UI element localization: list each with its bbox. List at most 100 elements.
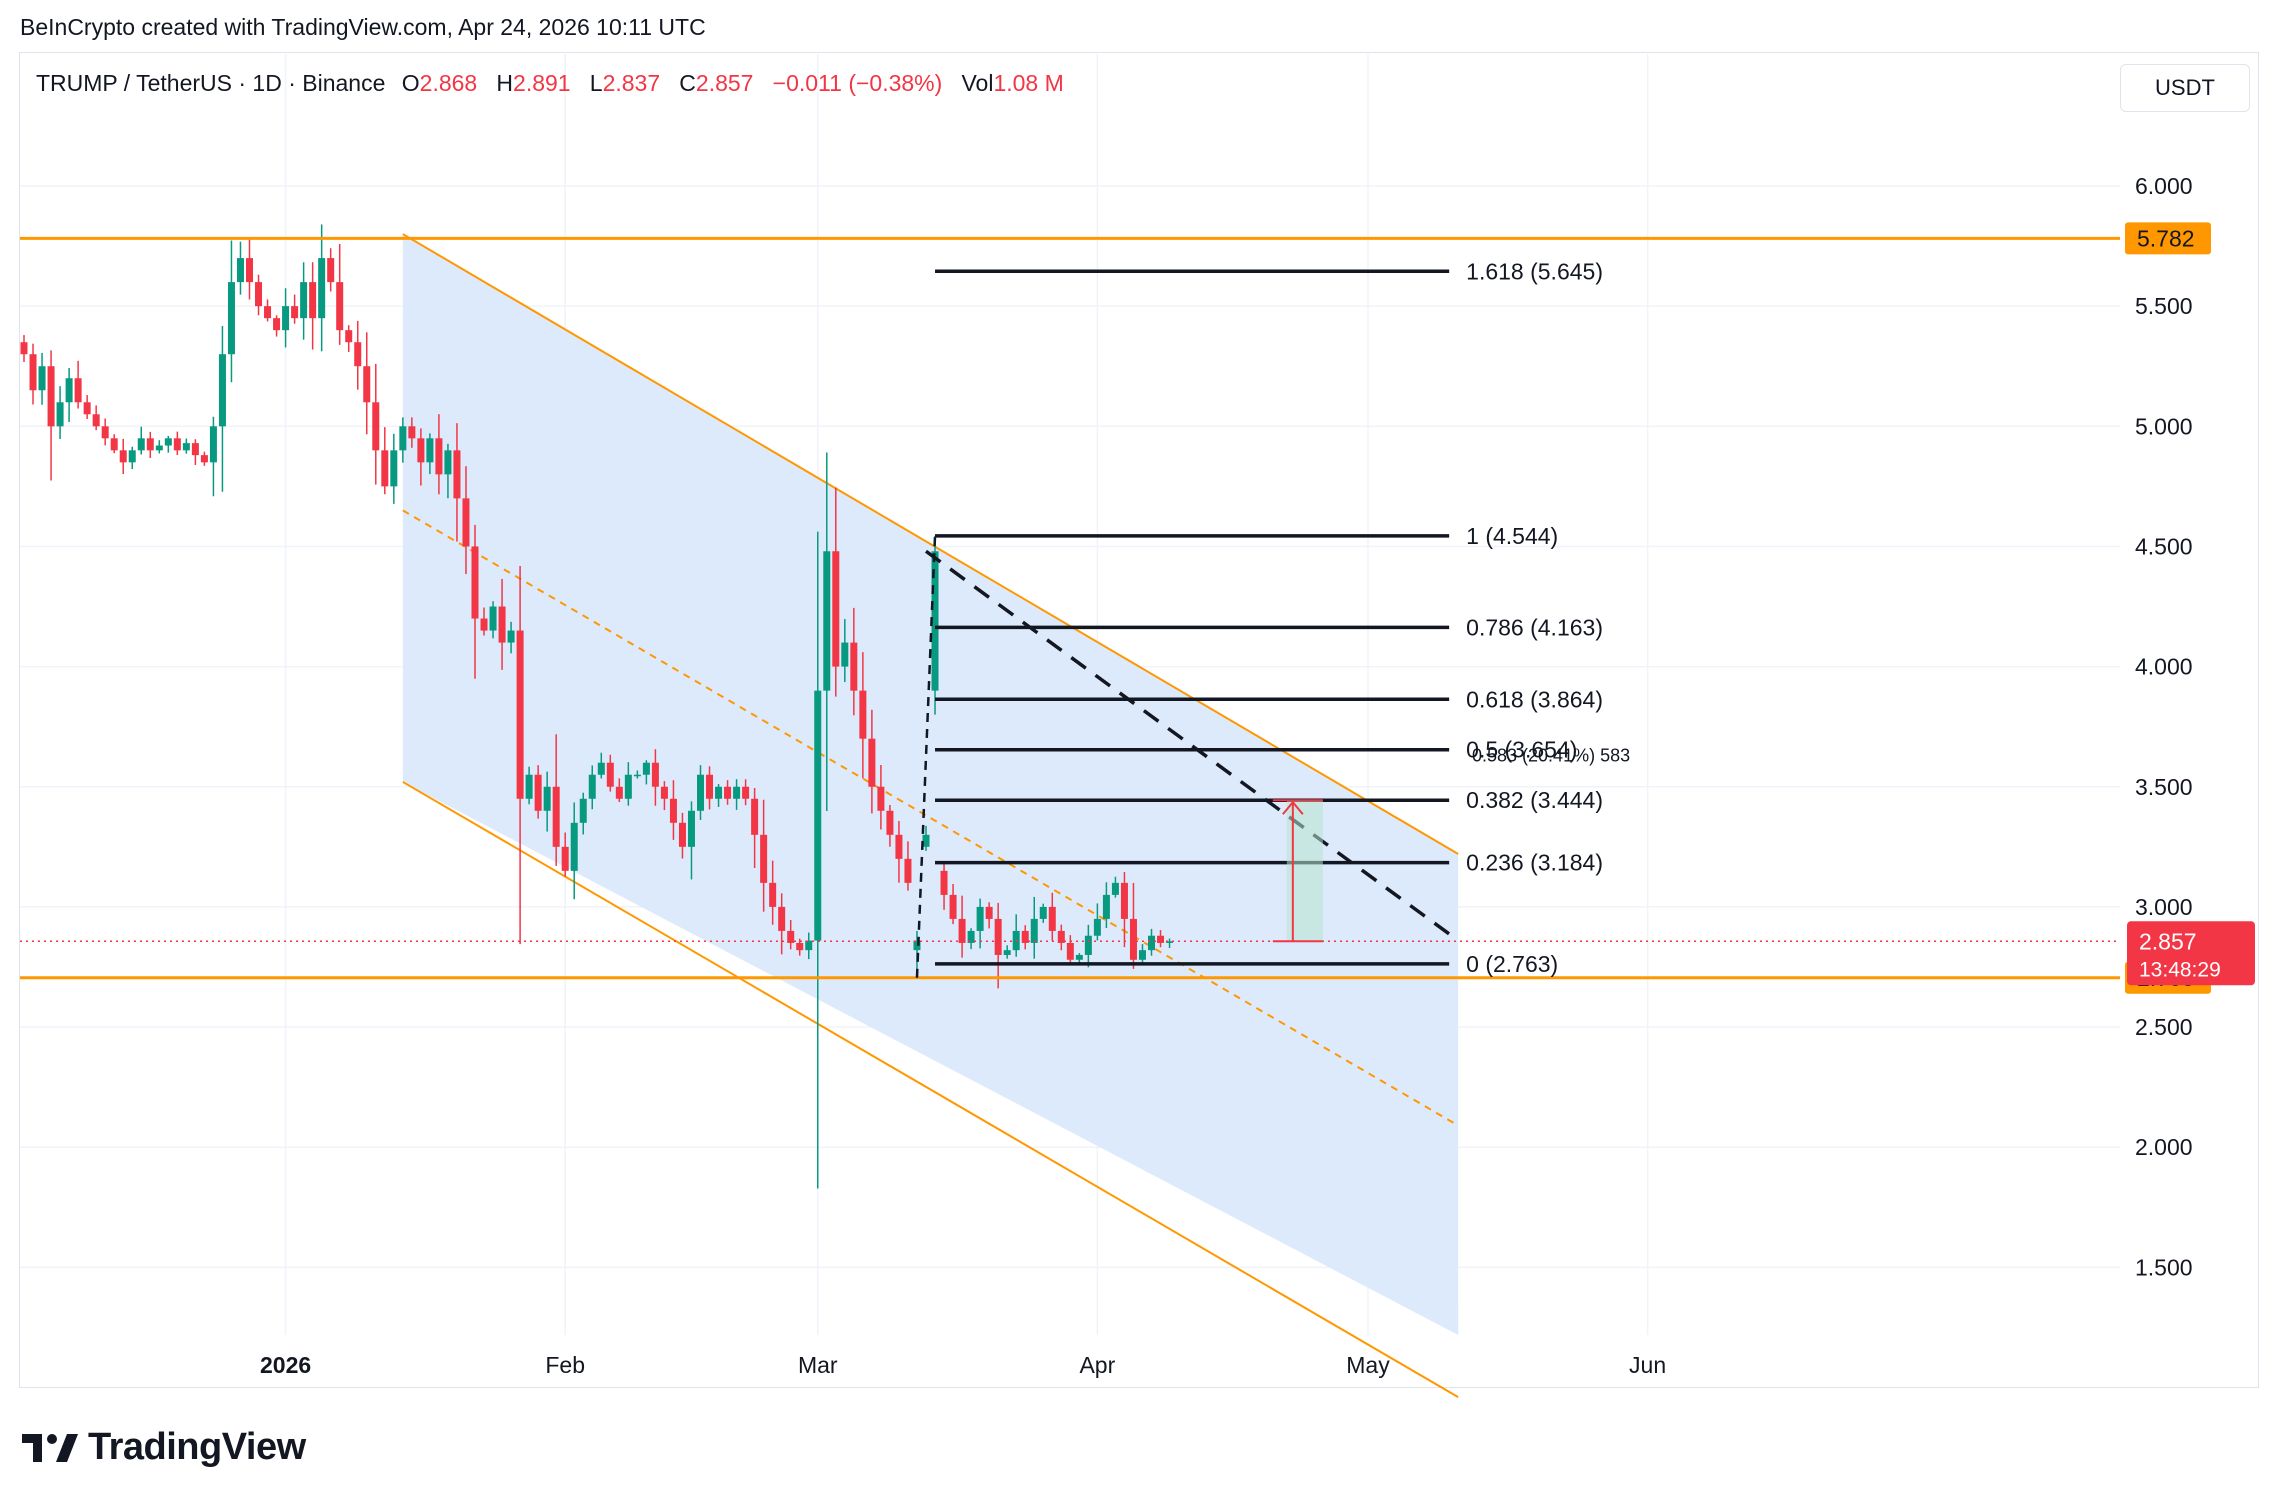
candle-body [498,606,506,643]
candle-body [282,306,290,331]
candle-body [940,870,948,895]
candle-body [931,551,939,691]
candle-body [480,618,488,631]
currency-button[interactable]: USDT [2120,64,2250,112]
candle-body [38,366,46,391]
high-value: 2.891 [513,70,571,96]
candle-body [552,786,560,847]
candle-body [65,378,73,403]
candle-body [182,443,190,451]
candle-body [787,930,795,943]
close-value: 2.857 [695,70,754,96]
resistance-price-tag [2125,222,2211,255]
brand-name: TradingView [88,1426,306,1468]
close-label: C [679,70,696,96]
candle-body [1057,930,1065,943]
candle-body [543,786,551,811]
candle-body [246,258,253,283]
candle-body [525,774,533,799]
candle-body [200,455,208,463]
chart-caption: BeInCrypto created with TradingView.com,… [20,14,706,40]
candle-body [471,546,479,619]
channel-lower-line [402,781,1459,1398]
candle-body [868,738,876,787]
candle-body [697,774,704,811]
candle-body [146,438,154,451]
symbol-label[interactable]: TRUMP / TetherUS · 1D · Binance [36,70,386,96]
candle-body [606,762,614,787]
candle-body [1030,918,1038,943]
candle-body [534,774,542,811]
candle-body [904,858,912,883]
candle-body [137,438,145,451]
open-value: 2.868 [419,70,478,96]
fib-level-label: 0.236 (3.184) [1466,850,1603,876]
measure-arrow-head [1282,800,1304,815]
candle-body [958,918,966,943]
candle-body [20,342,28,355]
candle-body [886,810,894,835]
candle-body [796,942,804,951]
candle-body [913,940,921,951]
y-tick-label: 5.500 [2135,293,2193,319]
countdown-value: 13:48:29 [2139,958,2221,981]
candle-body [597,762,605,775]
candle-body [227,282,235,355]
candle-body [669,798,677,823]
candle-body [354,342,362,367]
candle-body [218,354,226,427]
x-tick-label: 2026 [260,1352,311,1378]
candle-body [967,930,975,943]
candle-body [850,642,858,691]
candle-body [1039,906,1047,919]
candle-body [687,810,695,847]
candle-body [769,882,777,907]
candle-body [110,438,118,451]
candle-body [1120,882,1128,919]
candle-body [778,906,786,931]
y-tick-label: 2.500 [2135,1014,2193,1040]
candle-body [1093,918,1101,936]
candle-body [372,402,380,451]
candle-body [92,414,100,427]
fib-level-label: 0 (2.763) [1466,951,1558,977]
candle-body [56,402,64,427]
resistance-price-label: 5.782 [2137,225,2195,251]
channel-fill [402,234,1459,1335]
y-tick-label: 4.500 [2135,533,2193,559]
x-tick-label: Mar [798,1352,838,1378]
x-tick-label: Jun [1629,1352,1666,1378]
candle-body [408,426,416,439]
y-tick-label: 2.000 [2135,1134,2193,1160]
fib-level-label: 1.618 (5.645) [1466,258,1603,284]
overlays: 1.618 (5.645) 1 (4.544) 0.786 (4.163) 0.618… [20,236,2120,980]
tradingview-logo-icon [22,1433,78,1462]
candle-body [742,786,750,799]
last-price-tag [2127,921,2255,986]
volume-label: Vol [961,70,994,96]
candle-body [417,438,425,463]
measure-label: 0.583 (20.41%) 583 [1472,746,1630,766]
candle-body [922,834,930,847]
candle-body [381,450,389,487]
candle-body [164,438,172,446]
chart-frame [19,52,2259,1388]
y-tick-label: 5.000 [2135,413,2193,439]
candle-body [462,498,470,547]
candle-body [588,774,596,799]
grid [20,54,2120,1335]
candle-body [1021,930,1029,943]
y-tick-label: 3.500 [2135,774,2193,800]
candle-body [994,918,1002,955]
candle-body [660,786,668,799]
candle-body [976,906,984,931]
candle-body [1138,950,1146,960]
candle-body [1003,950,1011,955]
candle-body [949,894,957,919]
fib-level-label: 0.618 (3.864) [1466,686,1603,712]
candle-body [155,445,163,451]
candle-body [336,282,344,331]
price-channel [402,233,1459,1398]
open-label: O [401,70,420,96]
